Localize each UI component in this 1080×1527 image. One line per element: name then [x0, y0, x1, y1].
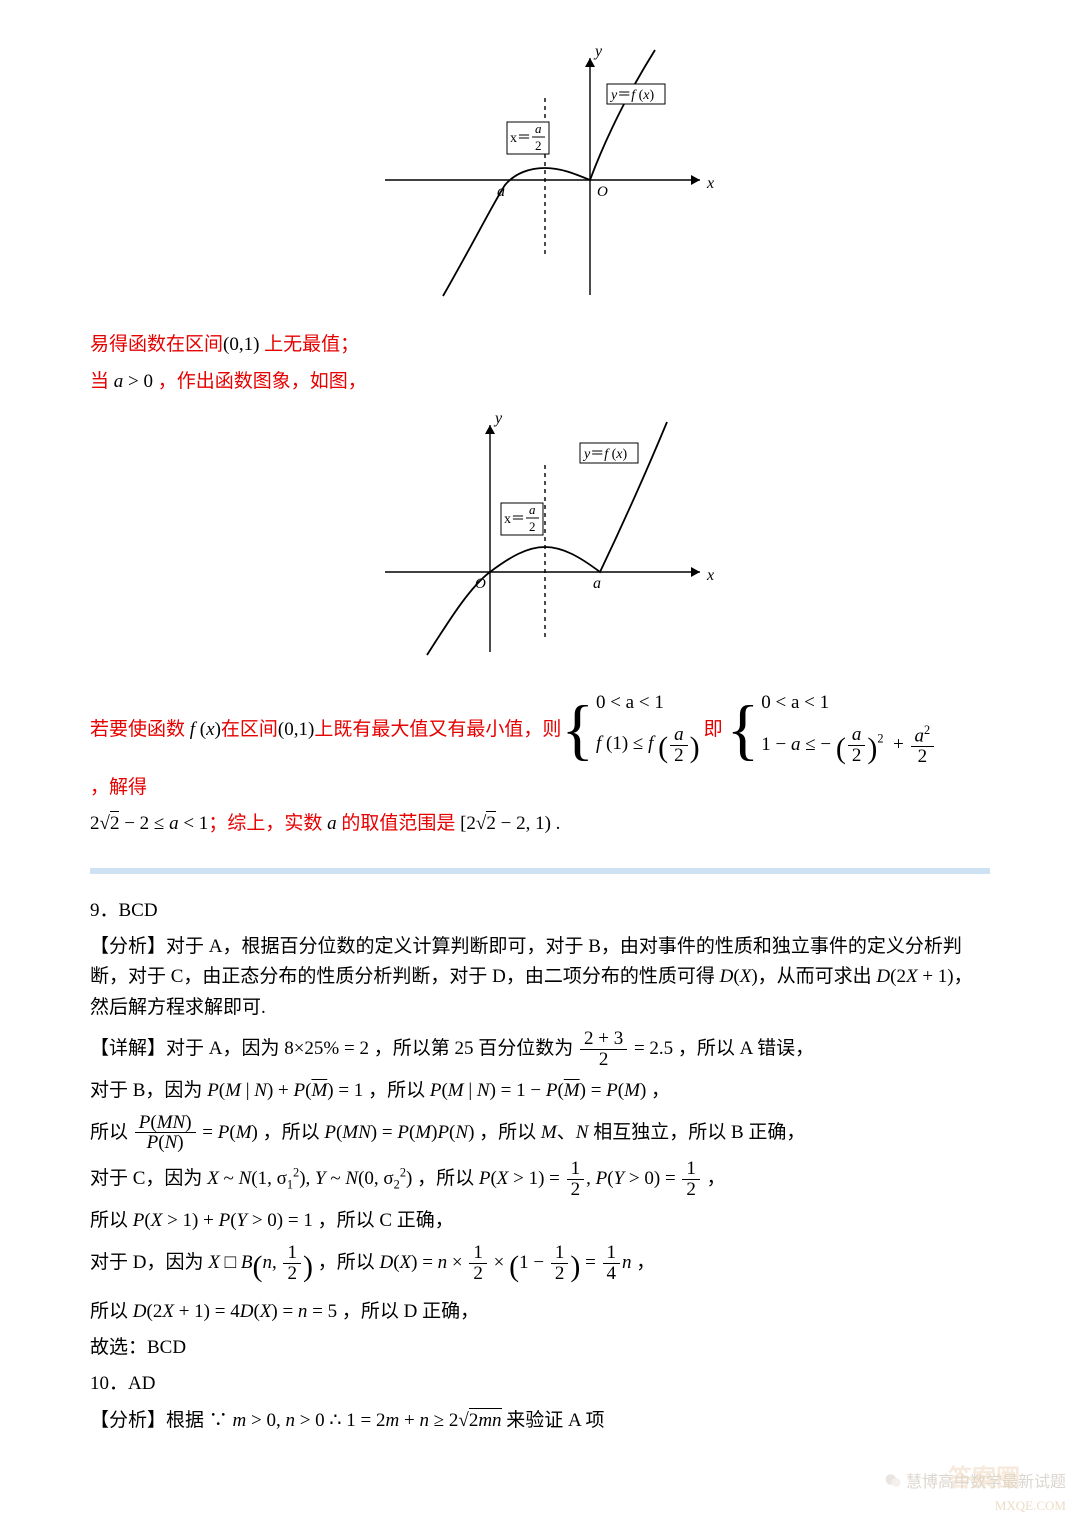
graph-2-svg: x y O x＝ a 2 a y＝f (x) [355, 407, 725, 657]
q9-answer: 9．BCD [90, 896, 990, 926]
q9-detail-d2: 所以 D(2X + 1) = 4D(X) = n = 5 ，所以 D 正确， [90, 1297, 990, 1327]
q9-detail-b1: 对于 B，因为 P(M | N) + P(M) = 1 ，所以 P(M | N)… [90, 1076, 990, 1106]
svg-text:2: 2 [535, 138, 542, 153]
svg-text:y＝f (x): y＝f (x) [609, 88, 655, 103]
q9-analysis: 【分析】对于 A，根据百分位数的定义计算判断即可，对于 B，由对事件的性质和独立… [90, 932, 990, 1023]
q9-detail-c2: 所以 P(X > 1) + P(Y > 0) = 1 ，所以 C 正确， [90, 1206, 990, 1236]
section-divider [90, 868, 990, 874]
svg-text:y: y [593, 43, 603, 60]
svg-text:O: O [597, 184, 608, 200]
svg-text:x＝: x＝ [510, 131, 531, 146]
graph-1-svg: x y O x＝ a 2 a y＝f (x) [355, 40, 725, 300]
svg-text:a: a [593, 575, 601, 592]
q10-analysis: 【分析】根据 ∵ m > 0, n > 0 ∴ 1 = 2m + n ≥ 2√2… [90, 1406, 990, 1436]
q9-detail-c1: 对于 C，因为 X ~ N(1, σ12), Y ~ N(0, σ22) ，所以… [90, 1159, 990, 1200]
q9-select: 故选：BCD [90, 1333, 990, 1363]
graph-1: x y O x＝ a 2 a y＝f (x) [90, 40, 990, 310]
svg-text:y: y [493, 410, 503, 427]
case-a-positive: 当 a > 0 ，作出函数图象，如图， [90, 367, 990, 397]
svg-text:x＝: x＝ [504, 512, 525, 527]
q10-answer: 10．AD [90, 1369, 990, 1399]
graph-2: x y O x＝ a 2 a y＝f (x) [90, 407, 990, 667]
svg-text:y＝f (x): y＝f (x) [582, 447, 628, 462]
q9-detail-a: 【详解】对于 A，因为 8×25% = 2 ，所以第 25 百分位数为 2 + … [90, 1029, 990, 1070]
svg-text:2: 2 [529, 519, 536, 534]
watermark: 答案圈 慧博高中数学最新试题 MXQE.COM [0, 1462, 1080, 1526]
svg-text:a: a [529, 502, 536, 517]
q9-detail-b2: 所以 P(MN)P(N) = P(M) ，所以 P(MN) = P(M)P(N)… [90, 1113, 990, 1154]
wechat-icon [884, 1472, 902, 1490]
svg-text:x: x [706, 175, 714, 192]
observation-1: 易得函数在区间(0,1) 上无最值； [90, 330, 990, 360]
svg-text:x: x [706, 567, 714, 584]
svg-text:a: a [535, 121, 542, 136]
final-range: 2√2 − 2 ≤ a < 1；综上，实数 a 的取值范围是 [2√2 − 2,… [90, 809, 990, 839]
condition-system: 若要使函数 f (x) 在区间 (0,1) 上既有最大值又有最小值，则 { 0 … [90, 688, 990, 804]
q9-detail-d1: 对于 D，因为 X □ B(n, 12) ，所以 D(X) = n × 12 ×… [90, 1243, 990, 1291]
